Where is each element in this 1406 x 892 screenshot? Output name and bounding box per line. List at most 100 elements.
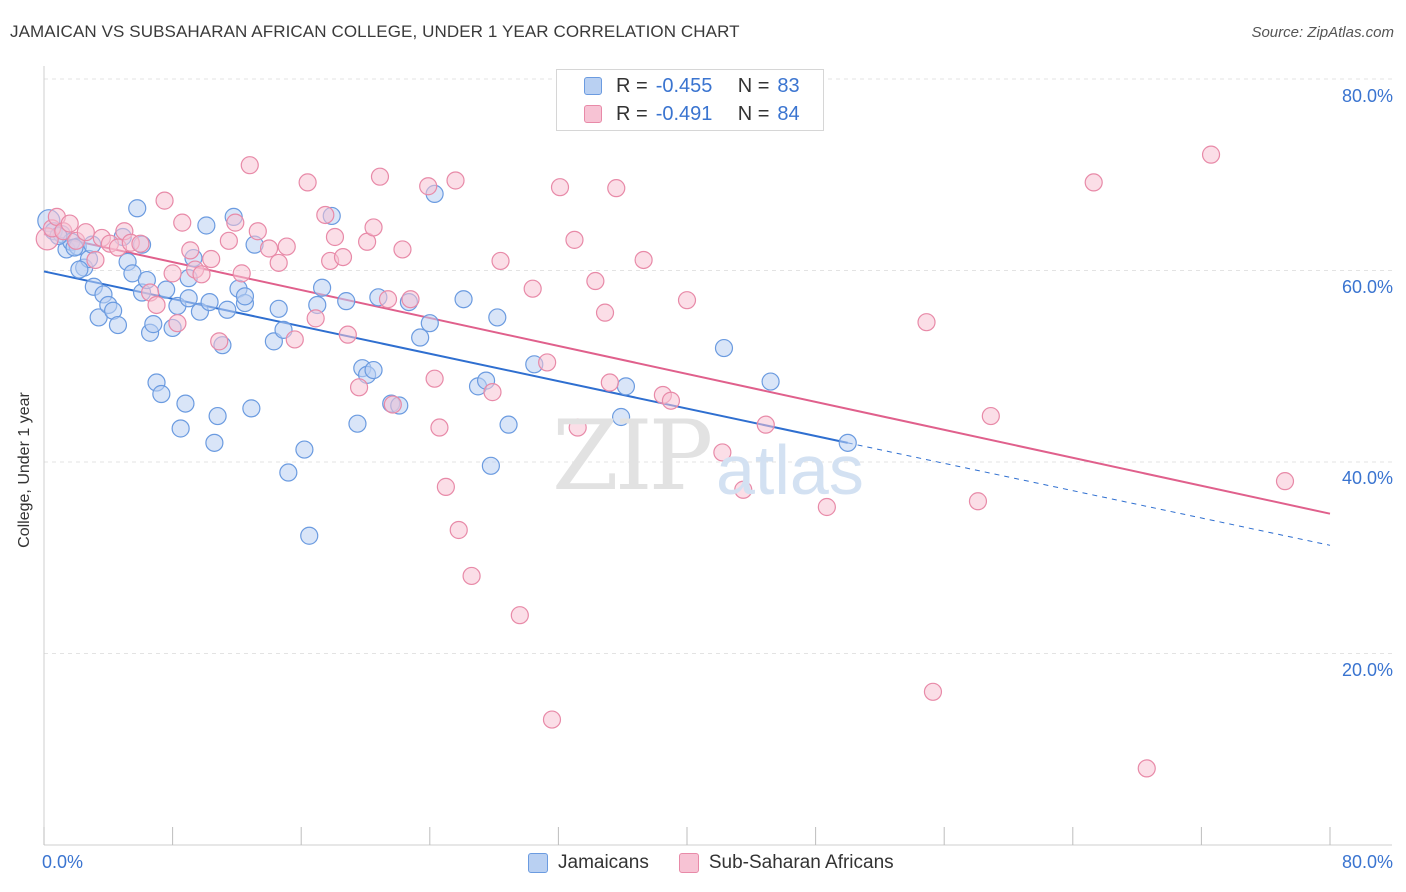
subsaharan-point [677, 291, 697, 310]
jamaicans-point [838, 433, 857, 452]
subsaharan-point [155, 191, 174, 210]
subsaharan-point [538, 353, 557, 372]
subsaharan-point [565, 230, 584, 249]
legend-n-label: N = [737, 74, 770, 97]
jamaicans-point [411, 328, 430, 347]
jamaicans-point [269, 299, 288, 318]
legend-item-subsaharan: Sub-Saharan Africans [678, 852, 894, 874]
watermark-atlas: atlas [716, 431, 864, 509]
subsaharan-point [634, 250, 653, 270]
jamaicans-point [144, 315, 163, 334]
subsaharan-point [298, 173, 317, 192]
jamaicans-point [337, 292, 356, 311]
x-tick-label-max: 80.0% [1341, 852, 1393, 872]
subsaharan-point [131, 234, 150, 253]
subsaharan-point [542, 710, 562, 729]
axes [43, 66, 1392, 846]
jamaicans-point [420, 314, 439, 333]
subsaharan-point [285, 330, 304, 349]
legend-item-jamaicans: Jamaicans [528, 852, 649, 874]
subsaharan-point [817, 497, 836, 517]
series-legend: Jamaicans Sub-Saharan Africans [528, 852, 924, 874]
legend-r-value: -0.455 [655, 74, 713, 97]
legend-row-subsaharan: R = -0.491 N = 84 [557, 101, 800, 127]
subsaharan-point [586, 271, 605, 291]
subsaharan-point [595, 303, 615, 322]
subsaharan-point [483, 383, 502, 402]
legend-r-value: -0.491 [655, 102, 713, 125]
jamaicans-point [312, 278, 332, 297]
legend-r-label: R = [616, 102, 648, 125]
subsaharan-point [259, 239, 279, 258]
jamaicans-point [197, 216, 216, 235]
subsaharan-point [60, 214, 79, 233]
watermark-zip: ZIP [552, 400, 713, 512]
jamaicans-point [200, 292, 219, 312]
jamaicans-trend-extension [847, 442, 1331, 546]
subsaharan-point [436, 477, 455, 496]
subsaharan-point [510, 606, 529, 625]
subsaharan-point [734, 480, 753, 499]
jamaicans-point [488, 308, 507, 327]
subsaharan-point [1137, 759, 1156, 778]
jamaicans-point [761, 372, 780, 391]
subsaharan-point [147, 295, 166, 315]
subsaharan-point [1201, 145, 1221, 164]
subsaharan-point [383, 395, 402, 414]
jamaicans-point [454, 290, 473, 309]
subsaharan-point [181, 241, 200, 260]
jamaicans-point [295, 440, 314, 459]
subsaharan-point [277, 237, 296, 256]
subsaharan-point [491, 251, 510, 271]
subsaharan-point [168, 314, 187, 333]
source-label: Source: ZipAtlas.com [1251, 24, 1394, 41]
subsaharan-point [86, 250, 105, 270]
subsaharan-trend-line [43, 233, 1331, 515]
subsaharan-point [449, 520, 468, 540]
x-tick-label-min: 0.0% [42, 852, 84, 872]
subsaharan-point [76, 223, 95, 242]
jamaicans-point [481, 456, 500, 475]
subsaharan-point [917, 313, 936, 332]
jamaicans-point [348, 414, 367, 433]
subsaharan-point [523, 279, 542, 298]
subsaharan-point [306, 309, 325, 328]
jamaicans-point [108, 315, 128, 335]
subsaharan-point [425, 369, 444, 388]
jamaicans-point [176, 394, 195, 413]
jamaicans-point [300, 526, 319, 545]
legend-n-value: 83 [777, 74, 800, 97]
legend-swatch-pink [584, 105, 602, 123]
chart-title: JAMAICAN VS SUBSAHARAN AFRICAN COLLEGE, … [10, 22, 740, 41]
y-tick-label-40: 40.0% [1341, 468, 1393, 488]
jamaicans-point [235, 287, 255, 306]
legend-swatch-blue [584, 77, 602, 95]
subsaharan-point [316, 205, 335, 225]
legend-label-subsaharan: Sub-Saharan Africans [708, 852, 894, 873]
jamaicans-point [179, 289, 198, 308]
subsaharan-point [1084, 173, 1103, 192]
subsaharan-point [269, 253, 288, 272]
subsaharan-point [923, 682, 943, 701]
subsaharan-point [173, 213, 192, 232]
y-tick-label-60: 60.0% [1341, 277, 1393, 297]
legend-swatch-blue [528, 853, 548, 873]
subsaharan-point [600, 373, 619, 392]
jamaicans-point [152, 384, 171, 404]
subsaharan-point [219, 231, 238, 250]
subsaharan-point [401, 290, 420, 309]
jamaicans-point [616, 377, 636, 396]
subsaharan-point [419, 177, 438, 196]
subsaharan-point [393, 240, 412, 259]
legend-r-label: R = [616, 74, 648, 97]
subsaharan-point [333, 247, 353, 267]
subsaharan-point [248, 222, 267, 241]
subsaharan-point [607, 179, 626, 198]
subsaharan-point [226, 213, 245, 232]
jamaicans-point [205, 433, 224, 452]
subsaharan-point [756, 415, 775, 434]
jamaicans-point [499, 415, 518, 434]
subsaharan-point [661, 391, 681, 410]
subsaharan-point [210, 332, 229, 351]
